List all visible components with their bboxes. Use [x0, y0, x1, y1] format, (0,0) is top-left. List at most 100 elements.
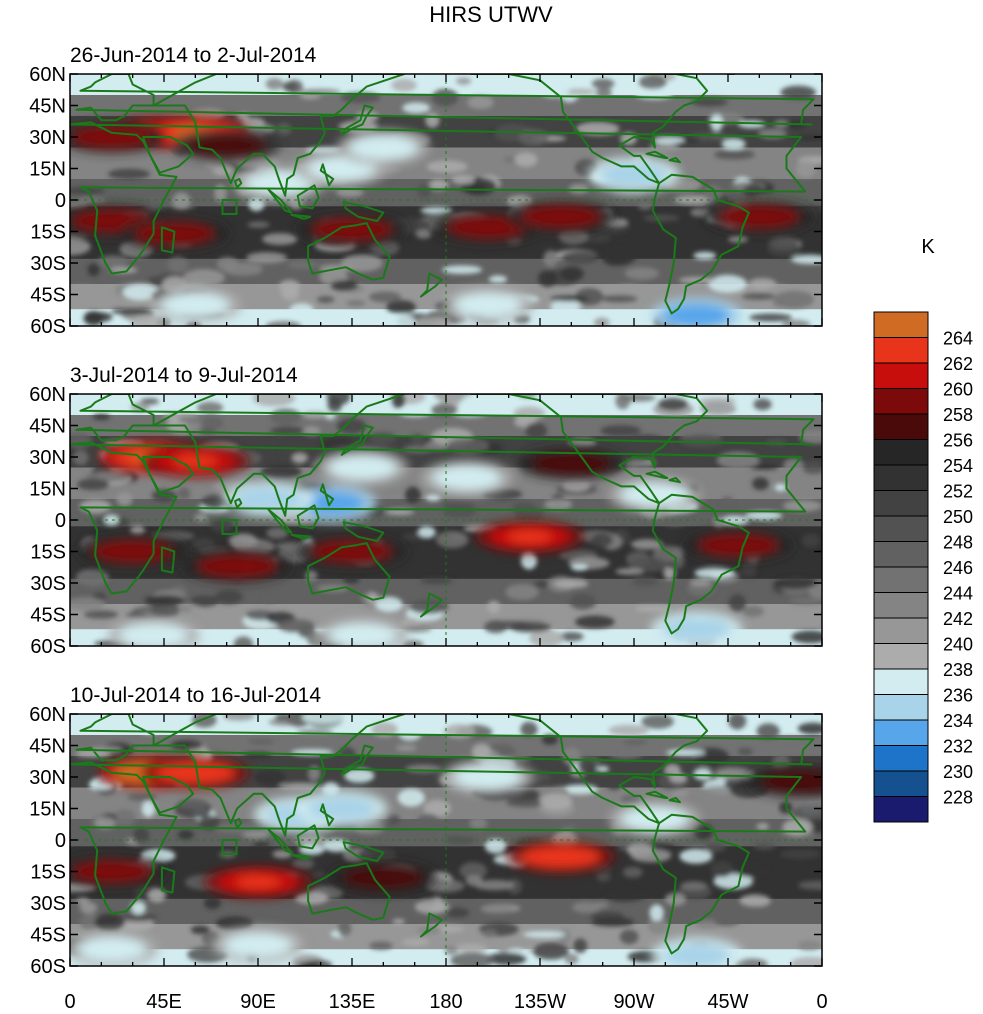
- field-patch: [679, 848, 713, 864]
- colorbar-swatch: [873, 413, 929, 440]
- field-patch: [474, 879, 515, 891]
- panel-title: 10-Jul-2014 to 16-Jul-2014: [70, 684, 321, 707]
- field-patch: [77, 478, 110, 491]
- field-patch: [694, 567, 735, 579]
- feature-core: [71, 860, 152, 883]
- field-patch: [191, 714, 217, 728]
- lat-label: 45N: [29, 736, 66, 758]
- field-patch: [435, 530, 469, 549]
- lat-label: 30N: [29, 127, 66, 149]
- coastline: [75, 394, 815, 446]
- coastline: [70, 441, 807, 595]
- field-patch: [798, 880, 822, 890]
- field-patch: [246, 252, 288, 264]
- field-patch: [448, 403, 491, 418]
- field-patch: [699, 402, 737, 416]
- feature-peak: [507, 530, 552, 544]
- field-patch: [713, 766, 752, 780]
- field-patch: [749, 313, 793, 322]
- field-patch: [782, 500, 822, 512]
- lon-label: 90W: [613, 991, 654, 1013]
- colorbar-label: 228: [943, 788, 973, 808]
- colorbar-swatch: [873, 796, 929, 823]
- lat-label: 60N: [29, 704, 66, 726]
- field-patch: [428, 179, 449, 191]
- lat-label: 15N: [29, 479, 66, 501]
- field-patch: [130, 901, 146, 915]
- field-patch: [596, 765, 610, 773]
- field-patch: [395, 744, 417, 752]
- field-patch: [510, 622, 552, 633]
- field-patch: [780, 849, 821, 859]
- field-patch: [72, 450, 89, 466]
- field-patch: [140, 848, 176, 863]
- field-patch: [445, 907, 470, 918]
- field-patch: [214, 590, 243, 604]
- field-patch: [549, 295, 590, 302]
- field-patch: [596, 872, 611, 882]
- lat-label: 30S: [30, 253, 66, 275]
- feature-core: [698, 534, 779, 557]
- field-patch: [336, 418, 367, 434]
- field-patch: [303, 425, 321, 436]
- field-patch: [167, 256, 188, 274]
- field-patch: [721, 496, 734, 508]
- field-patch: [572, 901, 601, 913]
- lon-label: 135E: [329, 991, 376, 1013]
- coastlines: [70, 714, 815, 955]
- colorbar-label: 256: [943, 431, 973, 451]
- lat-label: 0: [55, 830, 66, 852]
- field-patch: [121, 913, 158, 922]
- field-patch: [416, 183, 433, 199]
- coastline: [307, 222, 391, 281]
- field-patch: [680, 881, 708, 891]
- coastline: [470, 74, 709, 185]
- field-patch: [216, 257, 239, 271]
- feature-core: [328, 623, 397, 646]
- coastline: [70, 761, 807, 915]
- field-patch: [631, 539, 663, 550]
- field-patch: [550, 299, 581, 315]
- field-patch: [481, 929, 497, 938]
- field-patch: [562, 826, 576, 833]
- feature-peak: [173, 766, 218, 780]
- field-patch: [480, 904, 514, 914]
- colorbar-label: 242: [943, 609, 973, 629]
- lon-label: 90E: [240, 991, 276, 1013]
- field-patch: [486, 952, 527, 966]
- field-patch: [401, 938, 430, 946]
- colorbar-swatch: [873, 592, 929, 619]
- field-patch: [768, 284, 787, 292]
- field-patch: [451, 175, 476, 185]
- feature-peak: [538, 850, 583, 864]
- field-patch: [684, 906, 699, 915]
- coastline: [142, 456, 195, 494]
- field-patch: [111, 307, 155, 316]
- coastline: [296, 824, 320, 850]
- field-patch: [713, 149, 756, 160]
- field-patch: [608, 746, 644, 760]
- colorbar-label: 244: [943, 584, 973, 604]
- field-patch: [557, 928, 571, 945]
- field-patch: [791, 630, 822, 644]
- field-patch: [756, 823, 769, 830]
- coastline: [772, 64, 795, 68]
- field-patch: [664, 892, 686, 906]
- field-patch: [386, 814, 401, 826]
- field-patch: [487, 600, 501, 614]
- field-patch: [799, 430, 822, 444]
- field-patch: [618, 394, 656, 402]
- colorbar-swatch: [873, 515, 929, 542]
- field-patch: [591, 917, 635, 927]
- coastline: [419, 912, 443, 938]
- feature-core: [119, 623, 188, 646]
- feature-core: [662, 303, 731, 326]
- field-patch: [107, 168, 151, 180]
- colorbar-swatch: [873, 541, 929, 568]
- colorbar-swatch: [873, 439, 929, 466]
- field-patch: [397, 788, 425, 807]
- coastline: [307, 862, 391, 921]
- utwv-field: [70, 64, 822, 326]
